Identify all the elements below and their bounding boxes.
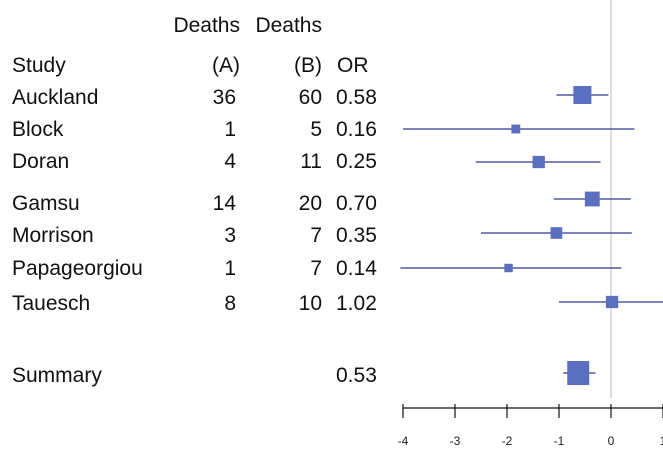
- deaths-b-value: 7: [310, 257, 322, 280]
- or-value: 0.25: [336, 150, 377, 173]
- header-study: Study: [12, 54, 66, 77]
- deaths-a-value: 4: [224, 150, 236, 173]
- study-name: Morrison: [12, 224, 94, 247]
- x-tick-label: -2: [502, 434, 513, 448]
- study-marker: [532, 155, 545, 169]
- x-tick-label: -1: [554, 434, 565, 448]
- study-name: Gamsu: [12, 192, 80, 215]
- study-table: Deaths (A) Deaths (B) Study OR Auckland …: [12, 14, 377, 387]
- or-value: 0.35: [336, 224, 377, 247]
- deaths-a-value: 1: [224, 118, 236, 141]
- deaths-b-value: 20: [298, 192, 322, 215]
- deaths-b-value: 10: [298, 292, 322, 315]
- deaths-a-value: 14: [212, 192, 236, 215]
- study-name: Doran: [12, 150, 70, 173]
- deaths-a-value: 3: [224, 224, 236, 247]
- or-value: 1.02: [336, 292, 377, 315]
- study-marker: [504, 263, 513, 273]
- or-value: 0.16: [336, 118, 377, 141]
- or-value: 0.58: [336, 86, 377, 109]
- study-name: Papageorgiou: [12, 257, 143, 280]
- header-or: OR: [337, 54, 369, 77]
- study-marker: [605, 295, 619, 309]
- header-deaths-a-line1: Deaths: [173, 14, 240, 37]
- study-name: Block: [12, 118, 64, 141]
- study-marker: [584, 191, 600, 207]
- deaths-b-value: 5: [310, 118, 322, 141]
- header-deaths-a-line2: (A): [212, 54, 240, 77]
- deaths-a-value: 36: [212, 86, 236, 109]
- deaths-b-value: 7: [310, 224, 322, 247]
- header-deaths-b-line1: Deaths: [255, 14, 322, 37]
- deaths-b-value: 11: [300, 150, 322, 173]
- summary-marker: [567, 361, 590, 385]
- study-name: Auckland: [12, 86, 99, 109]
- or-value: 0.70: [336, 192, 377, 215]
- header-deaths-b-line2: (B): [294, 54, 322, 77]
- x-tick-label: -3: [450, 434, 461, 448]
- study-marker: [550, 227, 563, 239]
- deaths-a-value: 1: [224, 257, 236, 280]
- summary-label: Summary: [12, 364, 102, 387]
- summary-or-value: 0.53: [336, 364, 377, 387]
- or-value: 0.14: [336, 257, 377, 280]
- study-marker: [573, 86, 592, 104]
- x-tick-label: -4: [398, 434, 409, 448]
- study-marker: [511, 124, 521, 134]
- study-name: Tauesch: [12, 292, 91, 315]
- x-tick-label: 1: [660, 434, 663, 448]
- deaths-a-value: 8: [224, 292, 236, 315]
- deaths-b-value: 60: [298, 86, 322, 109]
- x-tick-label: 0: [608, 434, 615, 448]
